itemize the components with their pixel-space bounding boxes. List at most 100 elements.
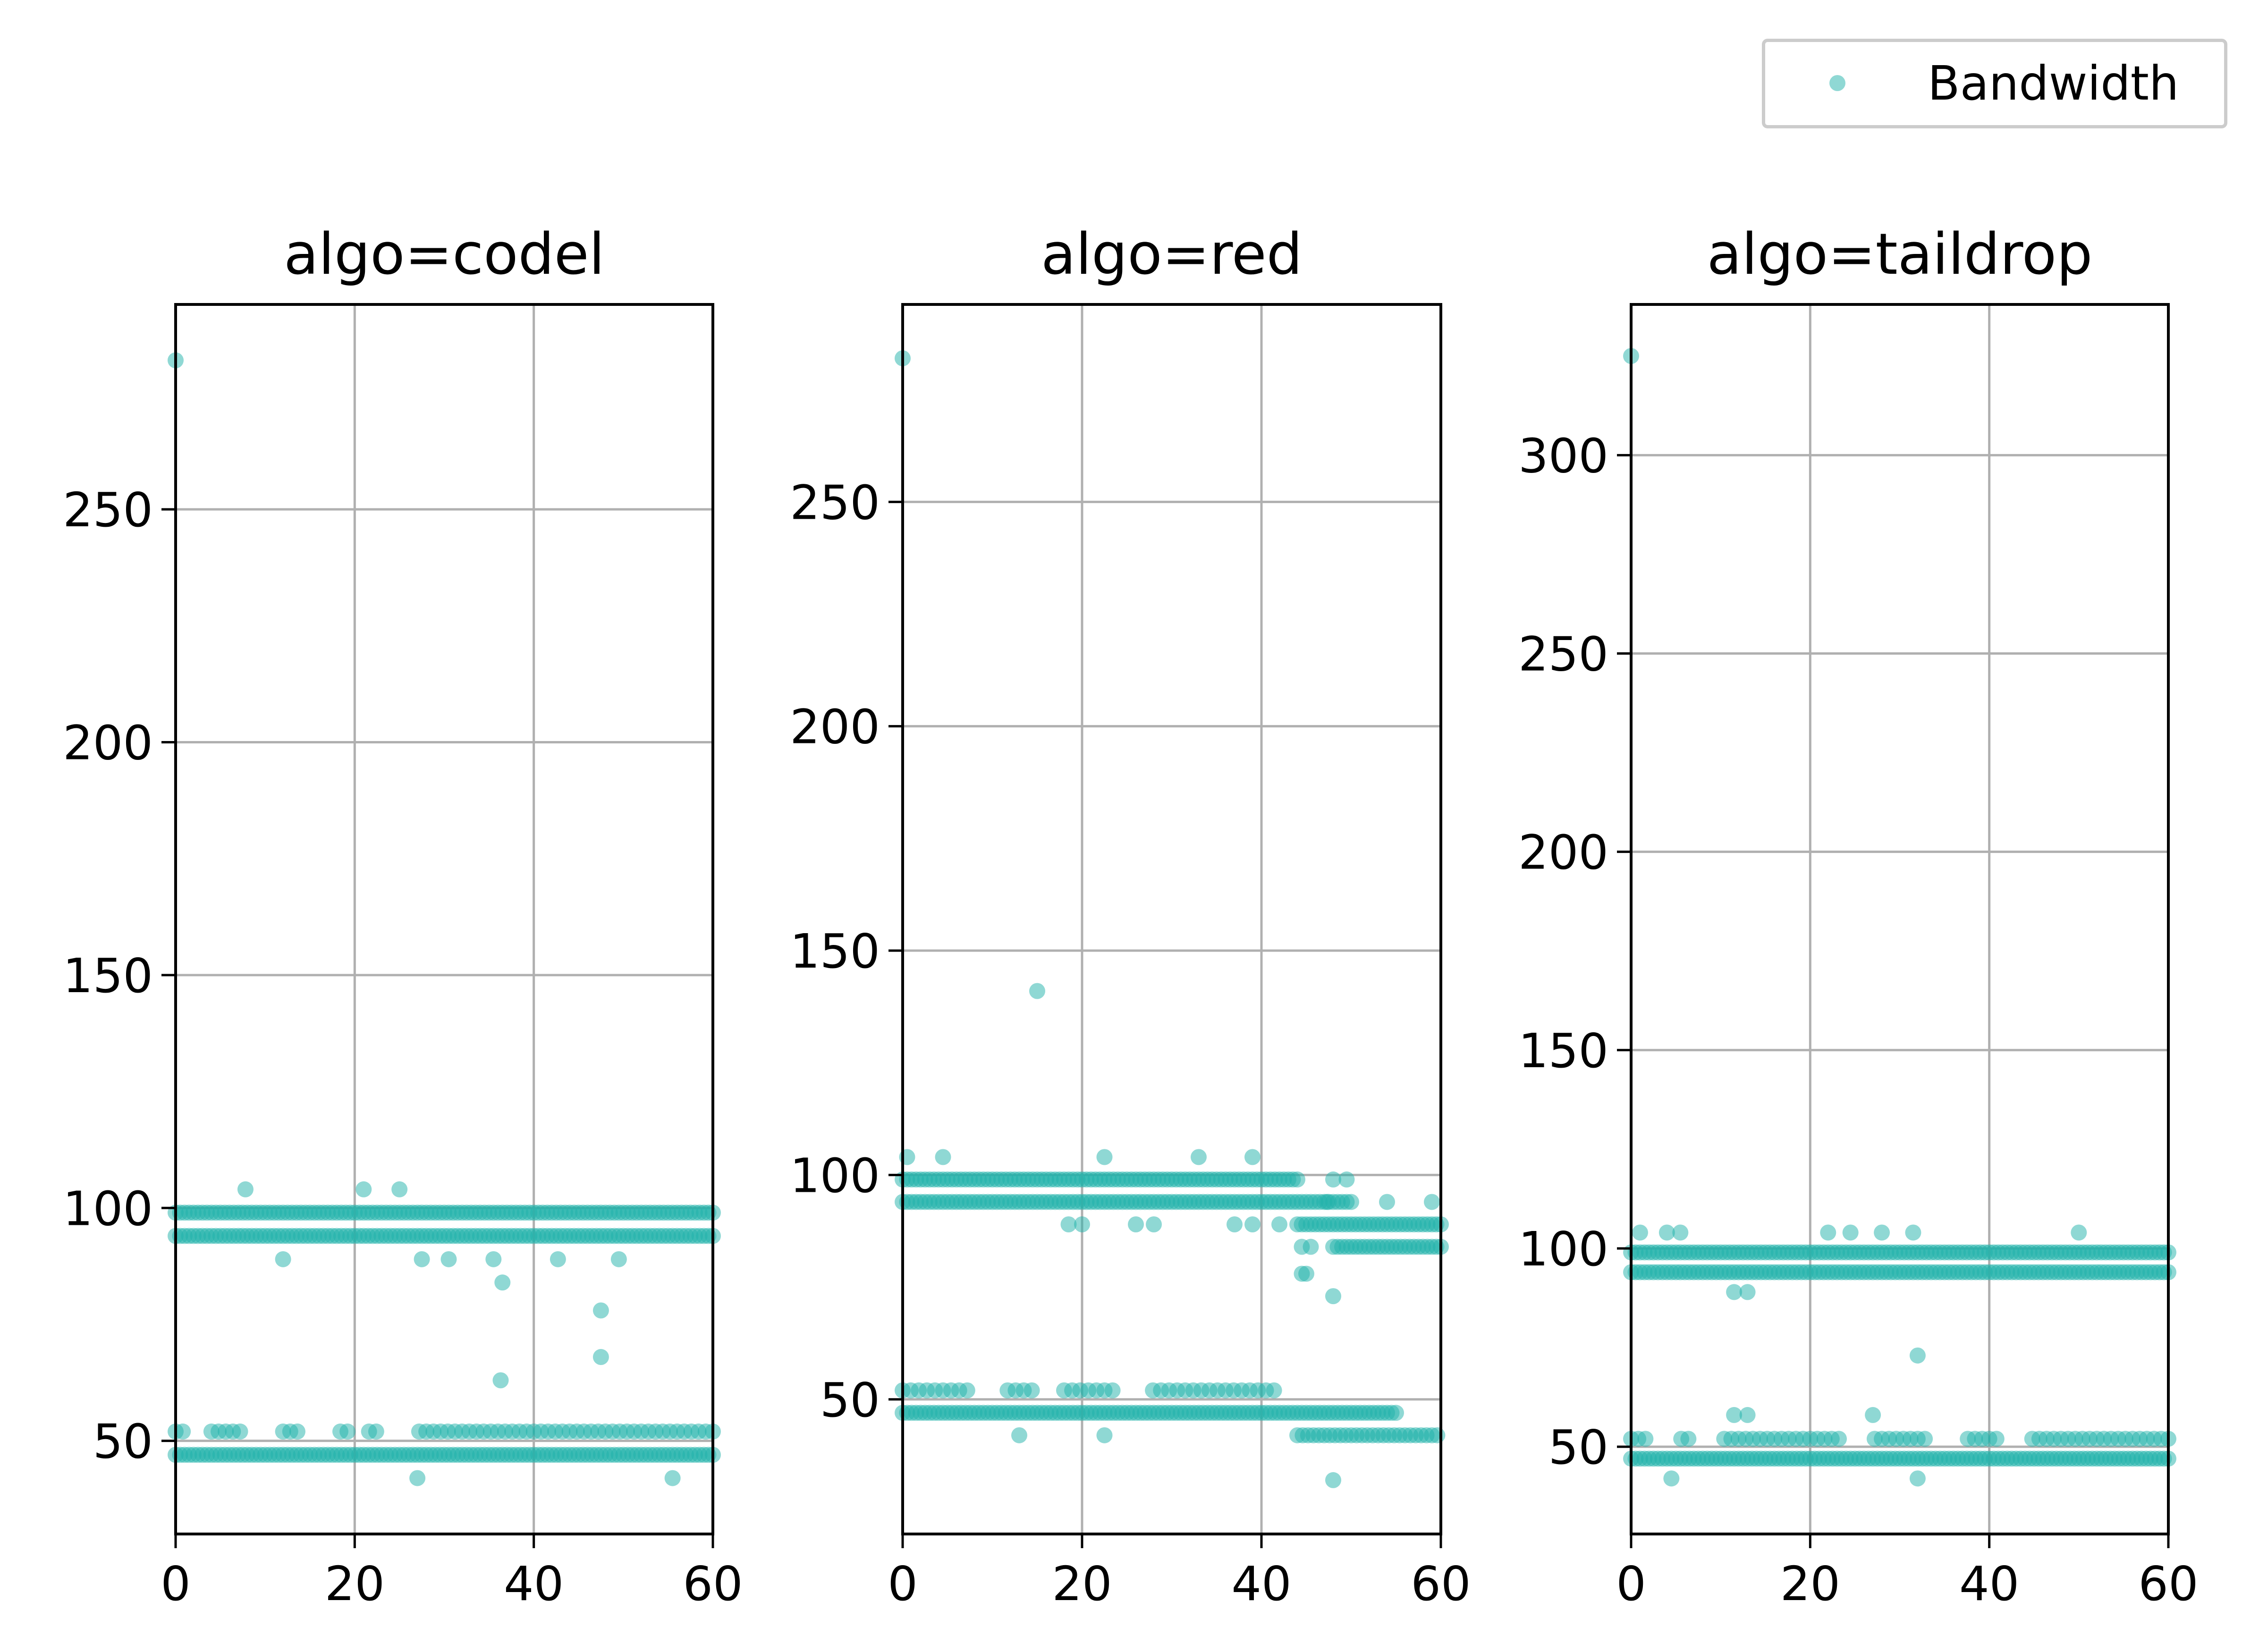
data-point (935, 1149, 951, 1165)
data-point (592, 1302, 609, 1319)
data-point (592, 1349, 609, 1365)
legend-marker-icon (1829, 75, 1845, 91)
subplot-title: algo=codel (284, 222, 605, 287)
y-tick-label: 150 (790, 924, 880, 979)
x-tick-label: 60 (1411, 1556, 1471, 1611)
y-tick-label: 250 (63, 482, 153, 538)
data-point (414, 1251, 430, 1267)
data-point (1739, 1284, 1756, 1300)
axes-frame (1630, 303, 2170, 1535)
data-point (232, 1423, 248, 1440)
data-point (355, 1181, 372, 1197)
y-tick-label: 100 (790, 1148, 880, 1203)
data-point (1244, 1216, 1261, 1232)
x-tick-label: 0 (888, 1556, 918, 1611)
y-tick-label: 200 (63, 716, 153, 771)
data-point (1191, 1149, 1207, 1165)
data-point (610, 1251, 627, 1267)
y-tick-label: 150 (1518, 1023, 1608, 1079)
data-points (1623, 348, 2176, 1487)
data-point (409, 1470, 426, 1486)
data-point (1820, 1224, 1836, 1241)
y-tick-label: 300 (1518, 428, 1608, 483)
data-point (1104, 1382, 1121, 1399)
data-point (1663, 1470, 1680, 1487)
data-point (1909, 1470, 1926, 1487)
y-tick-label: 200 (1518, 825, 1608, 880)
y-tick-label: 100 (1518, 1222, 1608, 1277)
data-point (1739, 1407, 1756, 1423)
data-point (1029, 983, 1045, 999)
x-tick-label: 40 (504, 1556, 564, 1611)
subplot-title: algo=red (1041, 222, 1303, 287)
data-point (1024, 1382, 1040, 1399)
data-point (1672, 1224, 1689, 1241)
data-point (1271, 1216, 1287, 1232)
data-points (895, 350, 1449, 1488)
data-point (391, 1181, 408, 1197)
data-points (168, 352, 721, 1486)
y-tick-label: 200 (790, 700, 880, 755)
data-point (1726, 1284, 1743, 1300)
data-point (1874, 1224, 1890, 1241)
data-point (1298, 1265, 1314, 1282)
y-tick-label: 150 (63, 948, 153, 1003)
data-point (2071, 1224, 2087, 1241)
data-point (1128, 1216, 1144, 1232)
data-point (1726, 1407, 1743, 1423)
axes-frame (174, 303, 714, 1535)
x-tick-label: 60 (2138, 1556, 2198, 1611)
data-point (1632, 1224, 1648, 1241)
y-tick-label: 250 (1518, 626, 1608, 682)
data-point (492, 1372, 509, 1389)
data-point (1146, 1216, 1162, 1232)
subplot-red: 0 20 40 60 50 100 150 200 250 algo=red (790, 222, 1471, 1611)
axes-frame (901, 303, 1442, 1535)
data-point (959, 1382, 975, 1399)
data-point (1388, 1405, 1404, 1421)
x-tick-label: 60 (683, 1556, 743, 1611)
data-point (1060, 1216, 1077, 1232)
data-point (485, 1251, 502, 1267)
data-point (1680, 1431, 1697, 1447)
data-point (1343, 1194, 1359, 1210)
x-tick-label: 0 (161, 1556, 191, 1611)
data-point (1227, 1216, 1243, 1232)
x-tick-label: 20 (325, 1556, 385, 1611)
subplot-taildrop: 0 20 40 60 50 100 150 200 250 300 algo=taildrop (1518, 222, 2199, 1611)
data-point (1424, 1194, 1440, 1210)
data-point (494, 1274, 511, 1291)
y-tick-label: 50 (820, 1373, 880, 1428)
data-point (1905, 1224, 1921, 1241)
data-point (1266, 1382, 1282, 1399)
data-point (1325, 1288, 1341, 1305)
data-point (368, 1423, 384, 1440)
y-tick-label: 250 (790, 475, 880, 530)
legend-label: Bandwidth (1928, 56, 2179, 111)
data-point (1325, 1171, 1341, 1188)
data-point (1637, 1431, 1654, 1447)
y-tick-label: 50 (1548, 1420, 1608, 1475)
legend: Bandwidth (1762, 39, 2227, 128)
subplot-codel: 0 20 40 60 50 100 150 200 250 algo=codel (63, 222, 743, 1611)
data-point (275, 1251, 291, 1267)
data-point (1011, 1427, 1027, 1443)
subplot-title: algo=taildrop (1707, 222, 2093, 287)
data-point (1074, 1216, 1090, 1232)
x-tick-label: 40 (1959, 1556, 2019, 1611)
data-point (339, 1423, 356, 1440)
data-point (1909, 1347, 1926, 1364)
data-point (1379, 1194, 1395, 1210)
x-tick-label: 20 (1052, 1556, 1112, 1611)
data-point (1096, 1149, 1113, 1165)
data-point (1325, 1472, 1341, 1488)
data-point (1289, 1171, 1305, 1188)
data-point (1244, 1149, 1261, 1165)
data-point (1096, 1427, 1113, 1443)
data-point (1338, 1171, 1355, 1188)
data-point (237, 1181, 254, 1197)
data-point (440, 1251, 457, 1267)
y-tick-label: 100 (63, 1181, 153, 1236)
data-point (1658, 1224, 1675, 1241)
